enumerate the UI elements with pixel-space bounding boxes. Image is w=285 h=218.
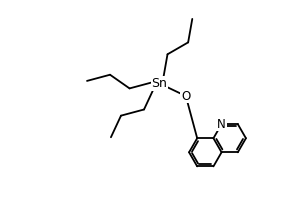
- Text: Sn: Sn: [151, 77, 167, 90]
- Text: O: O: [181, 90, 190, 102]
- Text: N: N: [217, 118, 226, 131]
